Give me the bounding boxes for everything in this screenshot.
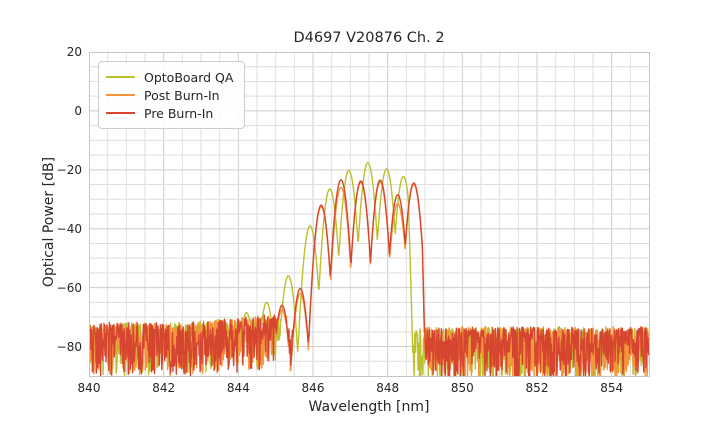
y-tick-label: 0: [74, 103, 82, 118]
x-tick-label: 848: [376, 381, 400, 395]
legend-item-post-burn-in: Post Burn-In: [106, 86, 236, 104]
x-tick-label: 842: [152, 381, 176, 395]
legend-item-optoboard-qa: OptoBoard QA: [106, 68, 236, 86]
series-pre-burn-in: [89, 179, 650, 377]
x-tick-label: 854: [600, 381, 624, 395]
x-axis-label: Wavelength [nm]: [308, 399, 430, 415]
chart-title: D4697 V20876 Ch. 2: [293, 30, 445, 46]
legend-label: Post Burn-In: [144, 87, 220, 103]
legend-item-pre-burn-in: Pre Burn-In: [106, 104, 236, 122]
x-tick-label: 852: [525, 381, 549, 395]
y-tick-label: −20: [56, 162, 82, 177]
y-tick-label: −40: [56, 221, 82, 236]
legend-line-optoboard-qa-icon: [106, 76, 135, 78]
x-tick-label: 840: [77, 381, 101, 395]
y-axis-label: Optical Power [dB]: [41, 156, 57, 288]
legend: OptoBoard QA Post Burn-In Pre Burn-In: [98, 61, 245, 129]
x-tick-label: 844: [226, 381, 250, 395]
y-tick-label: −60: [56, 280, 82, 295]
legend-line-post-burn-in-icon: [106, 94, 135, 96]
y-tick-label: −80: [56, 339, 82, 354]
x-tick-label: 850: [450, 381, 474, 395]
x-tick-label: 846: [301, 381, 325, 395]
legend-line-pre-burn-in-icon: [106, 112, 135, 114]
legend-label: Pre Burn-In: [144, 105, 214, 121]
legend-label: OptoBoard QA: [144, 69, 234, 85]
y-tick-label: 20: [66, 45, 82, 59]
